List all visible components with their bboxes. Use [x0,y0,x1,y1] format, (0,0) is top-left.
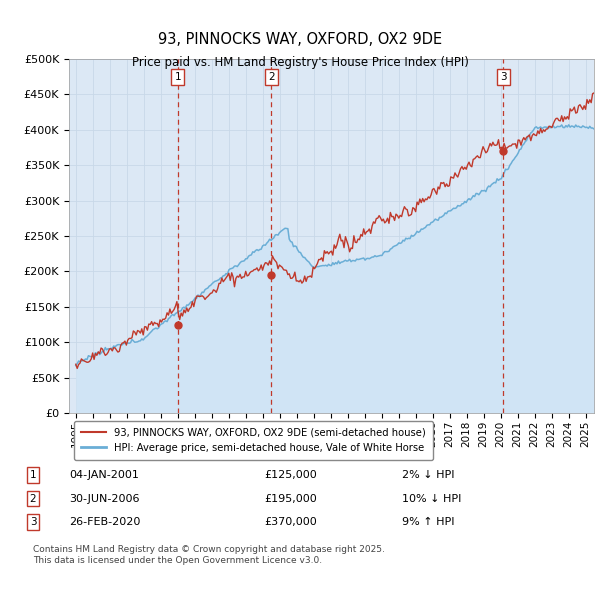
Text: Contains HM Land Registry data © Crown copyright and database right 2025.: Contains HM Land Registry data © Crown c… [33,545,385,555]
Text: Price paid vs. HM Land Registry's House Price Index (HPI): Price paid vs. HM Land Registry's House … [131,56,469,69]
Text: £195,000: £195,000 [264,494,317,503]
Text: 2: 2 [268,72,274,81]
Text: £370,000: £370,000 [264,517,317,527]
Text: 93, PINNOCKS WAY, OXFORD, OX2 9DE: 93, PINNOCKS WAY, OXFORD, OX2 9DE [158,32,442,47]
Text: 30-JUN-2006: 30-JUN-2006 [69,494,139,503]
Text: 2% ↓ HPI: 2% ↓ HPI [402,470,455,480]
Text: £125,000: £125,000 [264,470,317,480]
Text: 3: 3 [500,72,506,81]
Legend: 93, PINNOCKS WAY, OXFORD, OX2 9DE (semi-detached house), HPI: Average price, sem: 93, PINNOCKS WAY, OXFORD, OX2 9DE (semi-… [74,421,433,460]
Text: This data is licensed under the Open Government Licence v3.0.: This data is licensed under the Open Gov… [33,556,322,565]
Text: 04-JAN-2001: 04-JAN-2001 [69,470,139,480]
Text: 2: 2 [29,494,37,503]
Text: 10% ↓ HPI: 10% ↓ HPI [402,494,461,503]
Text: 9% ↑ HPI: 9% ↑ HPI [402,517,455,527]
Text: 3: 3 [29,517,37,527]
Text: 26-FEB-2020: 26-FEB-2020 [69,517,140,527]
Text: 1: 1 [175,72,181,81]
Text: 1: 1 [29,470,37,480]
